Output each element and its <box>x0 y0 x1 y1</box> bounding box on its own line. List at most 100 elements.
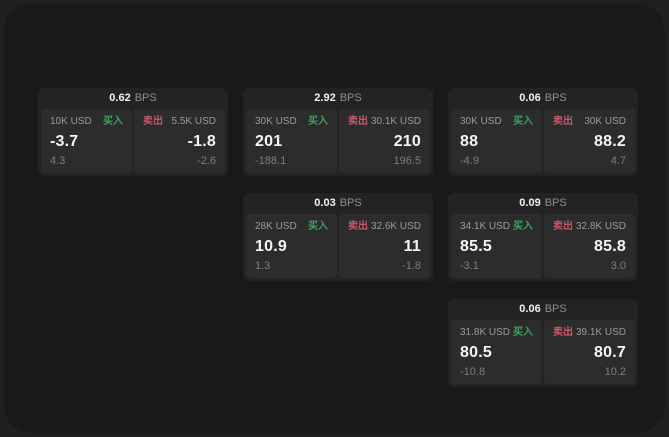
bps-unit-label: BPS <box>544 197 567 209</box>
quote-card: 2.92 BPS 30K USD 买入 201 -188.1 卖出 30.1K … <box>243 88 433 176</box>
sell-amount: 32.6K USD <box>370 221 421 232</box>
buy-tile[interactable]: 30K USD 买入 201 -188.1 <box>246 109 337 173</box>
sell-amount: 5.5K USD <box>171 116 216 127</box>
buy-delta: -3.1 <box>460 260 479 272</box>
sell-side-label: 卖出 <box>553 116 573 127</box>
buy-delta: -188.1 <box>255 155 287 167</box>
buy-amount: 28K USD <box>255 221 297 232</box>
sell-tile[interactable]: 卖出 5.5K USD -1.8 -2.6 <box>134 109 225 173</box>
bps-header: 0.06 BPS <box>448 88 638 109</box>
sell-tile-header: 卖出 39.1K USD <box>553 327 626 339</box>
quote-card: 0.62 BPS 10K USD 买入 -3.7 4.3 卖出 5.5K USD <box>38 88 228 176</box>
sell-delta: -1.8 <box>402 260 421 272</box>
buy-amount: 34.1K USD <box>460 221 511 232</box>
quote-card: 0.06 BPS 31.8K USD 买入 80.5 -10.8 卖出 39.1… <box>448 299 638 387</box>
buy-price: -3.7 <box>50 132 79 150</box>
buy-tile[interactable]: 28K USD 买入 10.9 1.3 <box>246 214 337 278</box>
bps-header: 0.06 BPS <box>448 299 638 320</box>
quote-card-body: 31.8K USD 买入 80.5 -10.8 卖出 39.1K USD 80.… <box>448 320 638 384</box>
sell-price: 80.7 <box>594 343 626 361</box>
background-panel: 0.62 BPS 10K USD 买入 -3.7 4.3 卖出 5.5K USD <box>4 4 665 433</box>
bps-header: 0.09 BPS <box>448 193 638 214</box>
bps-unit-label: BPS <box>134 92 157 104</box>
sell-side-label: 卖出 <box>553 221 573 232</box>
buy-delta: -4.9 <box>460 155 479 167</box>
sell-tile[interactable]: 卖出 30K USD 88.2 4.7 <box>544 109 635 173</box>
buy-amount: 30K USD <box>460 116 502 127</box>
sell-tile[interactable]: 卖出 32.6K USD 11 -1.8 <box>339 214 430 278</box>
sell-delta: 3.0 <box>610 260 626 272</box>
sell-price: 11 <box>403 237 421 255</box>
buy-price: 85.5 <box>460 237 492 255</box>
buy-side-label: 买入 <box>103 116 123 127</box>
buy-tile-header: 10K USD 买入 <box>50 116 123 128</box>
sell-tile-header: 卖出 5.5K USD <box>143 116 216 128</box>
buy-amount: 30K USD <box>255 116 297 127</box>
bps-header: 0.03 BPS <box>243 193 433 214</box>
bps-unit-label: BPS <box>339 92 362 104</box>
sell-delta: -2.6 <box>197 155 216 167</box>
bps-value: 0.06 <box>519 303 541 315</box>
sell-tile-header: 卖出 30.1K USD <box>348 116 421 128</box>
sell-side-label: 卖出 <box>143 116 163 127</box>
bps-header: 2.92 BPS <box>243 88 433 109</box>
quote-card: 0.03 BPS 28K USD 买入 10.9 1.3 卖出 32.6K US… <box>243 193 433 281</box>
sell-delta: 196.5 <box>393 155 421 167</box>
quote-card-body: 28K USD 买入 10.9 1.3 卖出 32.6K USD 11 -1.8 <box>243 214 433 278</box>
buy-tile-header: 30K USD 买入 <box>255 116 328 128</box>
sell-tile[interactable]: 卖出 39.1K USD 80.7 10.2 <box>544 320 635 384</box>
buy-side-label: 买入 <box>308 116 328 127</box>
sell-delta: 4.7 <box>610 155 626 167</box>
sell-price: 85.8 <box>594 237 626 255</box>
buy-tile[interactable]: 10K USD 买入 -3.7 4.3 <box>41 109 132 173</box>
bps-value: 0.06 <box>519 92 541 104</box>
quote-card-body: 34.1K USD 买入 85.5 -3.1 卖出 32.8K USD 85.8… <box>448 214 638 278</box>
sell-amount: 32.8K USD <box>575 221 626 232</box>
quote-card: 0.09 BPS 34.1K USD 买入 85.5 -3.1 卖出 32.8K… <box>448 193 638 281</box>
quote-card-body: 30K USD 买入 88 -4.9 卖出 30K USD 88.2 4.7 <box>448 109 638 173</box>
sell-amount: 39.1K USD <box>575 327 626 338</box>
bps-unit-label: BPS <box>339 197 362 209</box>
bps-value: 2.92 <box>314 92 336 104</box>
sell-tile-header: 卖出 30K USD <box>553 116 626 128</box>
sell-side-label: 卖出 <box>348 116 368 127</box>
sell-delta: 10.2 <box>604 366 626 378</box>
sell-price: 88.2 <box>594 132 626 150</box>
buy-side-label: 买入 <box>308 221 328 232</box>
quote-card-body: 10K USD 买入 -3.7 4.3 卖出 5.5K USD -1.8 -2.… <box>38 109 228 173</box>
buy-tile[interactable]: 34.1K USD 买入 85.5 -3.1 <box>451 214 542 278</box>
bps-value: 0.03 <box>314 197 336 209</box>
buy-tile-header: 28K USD 买入 <box>255 221 328 233</box>
buy-tile[interactable]: 30K USD 买入 88 -4.9 <box>451 109 542 173</box>
sell-side-label: 卖出 <box>348 221 368 232</box>
sell-price: 210 <box>393 132 421 150</box>
buy-tile[interactable]: 31.8K USD 买入 80.5 -10.8 <box>451 320 542 384</box>
sell-tile-header: 卖出 32.8K USD <box>553 221 626 233</box>
bps-unit-label: BPS <box>544 92 567 104</box>
buy-delta: -10.8 <box>460 366 486 378</box>
bps-header: 0.62 BPS <box>38 88 228 109</box>
buy-price: 201 <box>255 132 283 150</box>
sell-price: -1.8 <box>187 132 216 150</box>
buy-amount: 31.8K USD <box>460 327 511 338</box>
quote-card: 0.06 BPS 30K USD 买入 88 -4.9 卖出 30K USD <box>448 88 638 176</box>
buy-tile-header: 34.1K USD 买入 <box>460 221 533 233</box>
buy-price: 80.5 <box>460 343 492 361</box>
sell-tile[interactable]: 卖出 30.1K USD 210 196.5 <box>339 109 430 173</box>
buy-amount: 10K USD <box>50 116 92 127</box>
buy-price: 10.9 <box>255 237 287 255</box>
bps-value: 0.62 <box>109 92 131 104</box>
sell-amount: 30K USD <box>584 116 626 127</box>
buy-price: 88 <box>460 132 479 150</box>
bps-unit-label: BPS <box>544 303 567 315</box>
buy-side-label: 买入 <box>513 327 533 338</box>
buy-delta: 4.3 <box>50 155 66 167</box>
buy-delta: 1.3 <box>255 260 271 272</box>
sell-side-label: 卖出 <box>553 327 573 338</box>
buy-side-label: 买入 <box>513 221 533 232</box>
buy-side-label: 买入 <box>513 116 533 127</box>
sell-tile[interactable]: 卖出 32.8K USD 85.8 3.0 <box>544 214 635 278</box>
sell-amount: 30.1K USD <box>370 116 421 127</box>
buy-tile-header: 31.8K USD 买入 <box>460 327 533 339</box>
